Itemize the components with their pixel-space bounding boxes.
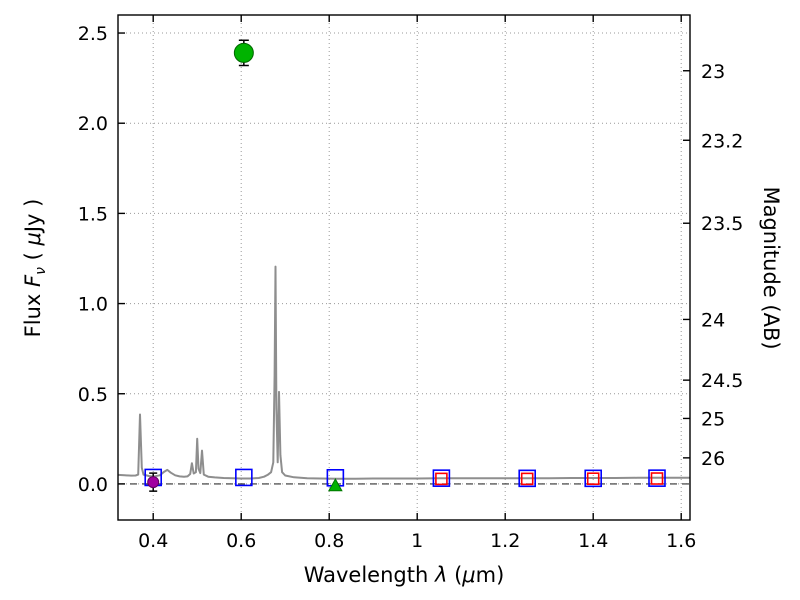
- observed-photometry-marker: [435, 472, 448, 486]
- y-tick-label-right: 23.5: [701, 213, 743, 235]
- model-photometry-marker: [235, 468, 253, 487]
- axis-ticks: [118, 15, 690, 520]
- x-tick-label: 0.4: [138, 530, 168, 552]
- y-tick-label-right: 23: [701, 61, 725, 83]
- x-tick-label: 0.8: [314, 530, 344, 552]
- y-tick-label-right: 25: [701, 408, 725, 430]
- y-tick-label-left: 0.0: [78, 474, 108, 496]
- observed-photometry-marker: [650, 472, 664, 485]
- faint-detection-marker: [147, 476, 160, 489]
- x-tick-label: 1.4: [578, 530, 608, 552]
- model-photometry-marker: [584, 469, 603, 488]
- y-tick-label-left: 1.5: [78, 203, 108, 225]
- photometry-markers: [144, 39, 666, 492]
- y-tick-label-left: 1.0: [78, 294, 108, 316]
- observed-photometry-marker: [586, 472, 600, 485]
- x-axis-label: Wavelength λ (μm): [304, 563, 505, 587]
- x-tick-label: 1.2: [490, 530, 520, 552]
- x-tick-label: 0.6: [226, 530, 256, 552]
- plot-frame: [117, 14, 691, 521]
- y-axis-label-left: Flux Fν ( μJy ): [21, 199, 49, 338]
- gridlines: [118, 15, 690, 520]
- y-tick-label-left: 0.5: [78, 384, 108, 406]
- x-tick-label: 1.6: [666, 530, 696, 552]
- y-tick-label-right: 24: [701, 309, 725, 331]
- model-photometry-marker: [518, 469, 537, 488]
- y-axis-label-right: Magnitude (AB): [759, 186, 783, 349]
- y-tick-label-left: 2.5: [78, 23, 108, 45]
- y-tick-label-right: 24.5: [701, 370, 743, 392]
- tick-labels: 0.4 0.6 0.8 1 1.2 1.4 1.6 0.0 0.5 1.0 1.5 2.0 2.5 23 2…: [78, 23, 744, 552]
- y-tick-label-right: 23.2: [701, 130, 743, 152]
- y-tick-label-right: 26: [701, 448, 725, 470]
- observed-photometry-marker: [520, 472, 534, 486]
- model-photometry-marker: [432, 469, 451, 487]
- y-tick-label-left: 2.0: [78, 113, 108, 135]
- upper-limit-marker: [328, 478, 343, 492]
- x-tick-label: 1: [411, 530, 423, 552]
- model-photometry-marker: [648, 469, 666, 487]
- detection-marker: [233, 42, 254, 63]
